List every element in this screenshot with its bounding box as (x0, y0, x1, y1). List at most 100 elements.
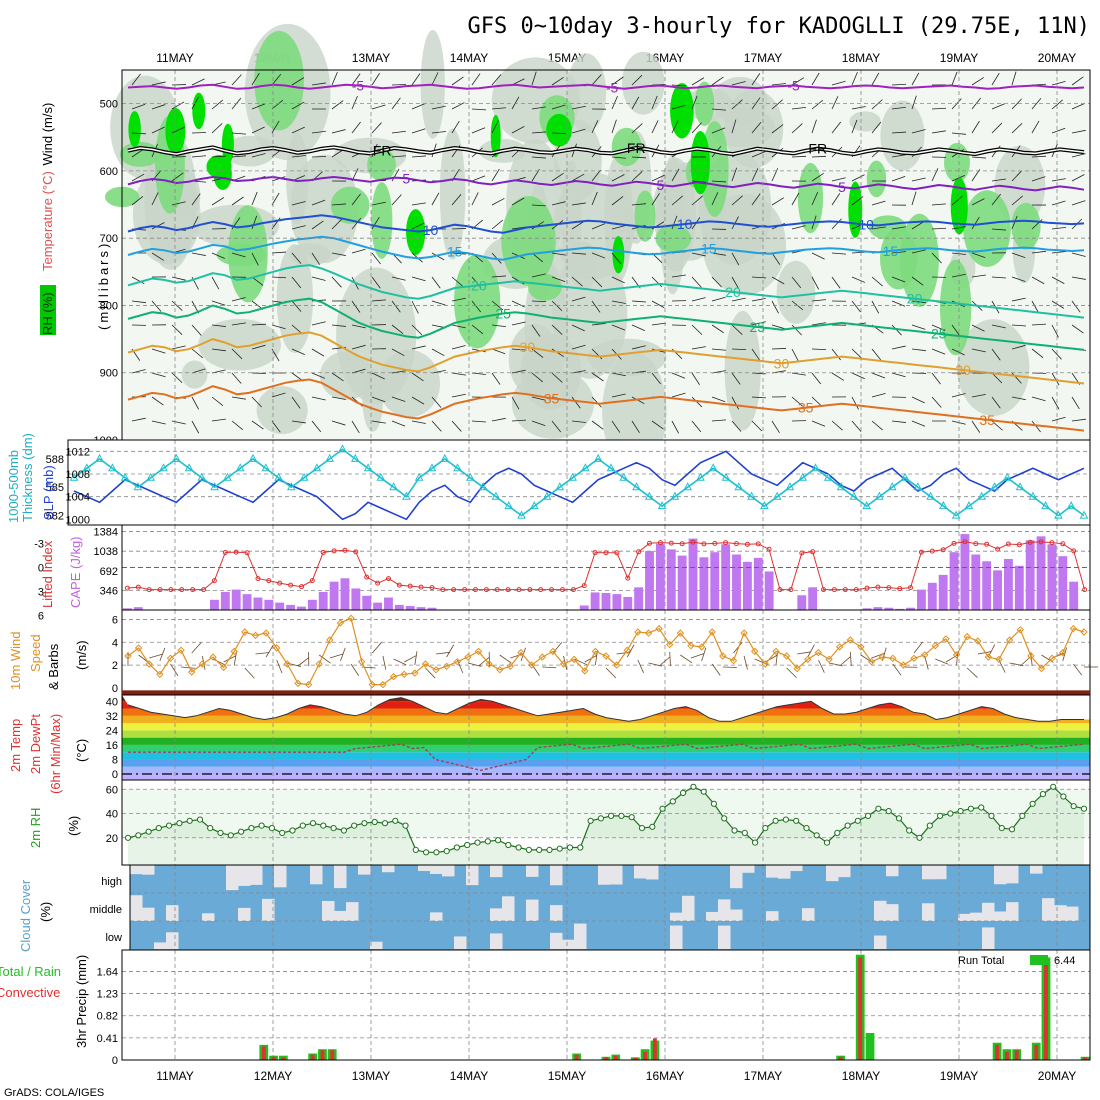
thickness-point (1015, 482, 1025, 491)
lifted-index-point (375, 580, 381, 586)
wind10m-point (878, 653, 886, 661)
wind-barb (651, 372, 661, 385)
wind-barb (791, 155, 807, 158)
rh-shade-green (900, 213, 939, 307)
humidity-point (227, 832, 234, 839)
wind-barb (1031, 300, 1040, 314)
thickness-point (171, 453, 181, 462)
li-tick-6: 6 (38, 611, 44, 623)
wind-barb (751, 193, 761, 206)
wind-barb (191, 78, 205, 86)
wind-barb (691, 324, 703, 336)
wind10m-barb (669, 651, 671, 667)
wind10m-polyline (127, 617, 1085, 686)
wind-barb (191, 252, 206, 256)
cloud-cells (130, 865, 1079, 949)
cloud-gap (430, 865, 443, 874)
wind-barb (1011, 215, 1018, 230)
precip-tick-0.41: 0.41 (97, 1033, 118, 1045)
wind10m-label-2: Speed (28, 634, 43, 672)
humidity-point (525, 846, 533, 854)
lifted-index-point (788, 587, 794, 593)
cape-bar (220, 591, 230, 610)
wind-barb (711, 396, 726, 403)
rh-shade-green (963, 190, 1011, 267)
humidity-point (1029, 800, 1036, 807)
wind-barb (411, 324, 423, 336)
wind10m-point (389, 672, 398, 681)
wind-barb (891, 131, 906, 134)
cloud-gap (778, 865, 791, 879)
wind-barb (311, 396, 326, 401)
wind-barb (811, 72, 820, 86)
lifted-index-point (222, 550, 228, 555)
cape-bar (949, 552, 959, 610)
humidity-point (731, 827, 738, 834)
precip-conv-bar (330, 1050, 335, 1060)
wind10m-point (942, 635, 950, 643)
wind-barb (651, 174, 665, 182)
thickness-point (836, 482, 846, 491)
lifted-index-point (560, 587, 565, 593)
wind-barb (911, 177, 926, 182)
lifted-index-point (657, 540, 663, 546)
thickness-point (159, 463, 168, 472)
thickness-point (248, 453, 258, 462)
isotherm-label-30: 30 (520, 339, 536, 355)
wind-barb (731, 348, 747, 351)
wind10m-point (793, 664, 801, 673)
wind-barb (271, 120, 280, 134)
wind10m-barb (818, 659, 825, 673)
thickness-point (440, 453, 450, 462)
cloud-gap (826, 865, 839, 882)
date-label-bottom-4: 15MAY (548, 1069, 586, 1083)
temp-band (122, 715, 1090, 724)
temp-band (122, 744, 1090, 753)
isotherm-label-FR: FR (627, 140, 646, 156)
wind-barb (811, 276, 820, 290)
cape-bar (373, 602, 383, 610)
humidity-point (340, 827, 347, 834)
wind-barb (911, 276, 924, 286)
wind-barb (651, 276, 663, 288)
wind-barb (891, 420, 906, 423)
humidity-point (690, 783, 697, 790)
wind-barb (1011, 297, 1026, 302)
wind-barb (911, 420, 926, 427)
wind-barb (411, 420, 426, 424)
wind-barb (971, 274, 986, 278)
cloud-gap (670, 925, 683, 949)
wind10m-speed-line (124, 614, 1088, 689)
wind-barb (591, 372, 604, 382)
thickness-point (875, 491, 884, 500)
lifted-index-point (799, 550, 805, 556)
wind-barb (911, 300, 926, 304)
rh-shade-green (611, 127, 642, 167)
wind-barb (691, 346, 706, 350)
wind-barb (571, 252, 586, 255)
isotherm-label--5: -5 (606, 79, 619, 95)
wind10m-point (411, 669, 419, 677)
wind-barb (911, 396, 925, 404)
lifted-index-point (549, 587, 555, 593)
wind-barb (1011, 71, 1017, 86)
wind-barb (171, 324, 183, 335)
wind-barb (651, 420, 664, 430)
thickness-point (670, 491, 680, 500)
wind-barb (1011, 123, 1023, 134)
cloud-gap (154, 942, 167, 949)
cape-bar (753, 557, 763, 610)
wind-barb (551, 420, 562, 433)
precip-background (122, 950, 1090, 1060)
lifted-index-point (908, 585, 913, 591)
isotherm-label-5: 5 (657, 177, 665, 193)
wind-barb (771, 197, 785, 206)
wind-barb (291, 225, 306, 230)
wind10m-barb (265, 644, 274, 658)
cape-bar (884, 607, 894, 610)
precip-tick-0: 0 (112, 1055, 118, 1067)
wind10m-point (1069, 624, 1078, 633)
wind-barb (391, 194, 402, 206)
lifted-index-point (168, 587, 174, 593)
wind-barb (1031, 97, 1042, 110)
